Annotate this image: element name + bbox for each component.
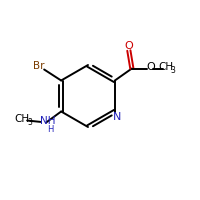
Text: 3: 3 — [170, 66, 175, 75]
Text: Br: Br — [33, 61, 44, 71]
Text: NH: NH — [40, 116, 55, 127]
Text: O: O — [124, 41, 133, 51]
Text: H: H — [47, 125, 54, 134]
Text: O: O — [146, 62, 155, 72]
Text: CH: CH — [15, 114, 30, 124]
Text: N: N — [113, 112, 121, 122]
Text: 3: 3 — [28, 118, 32, 127]
Text: CH: CH — [158, 62, 173, 72]
